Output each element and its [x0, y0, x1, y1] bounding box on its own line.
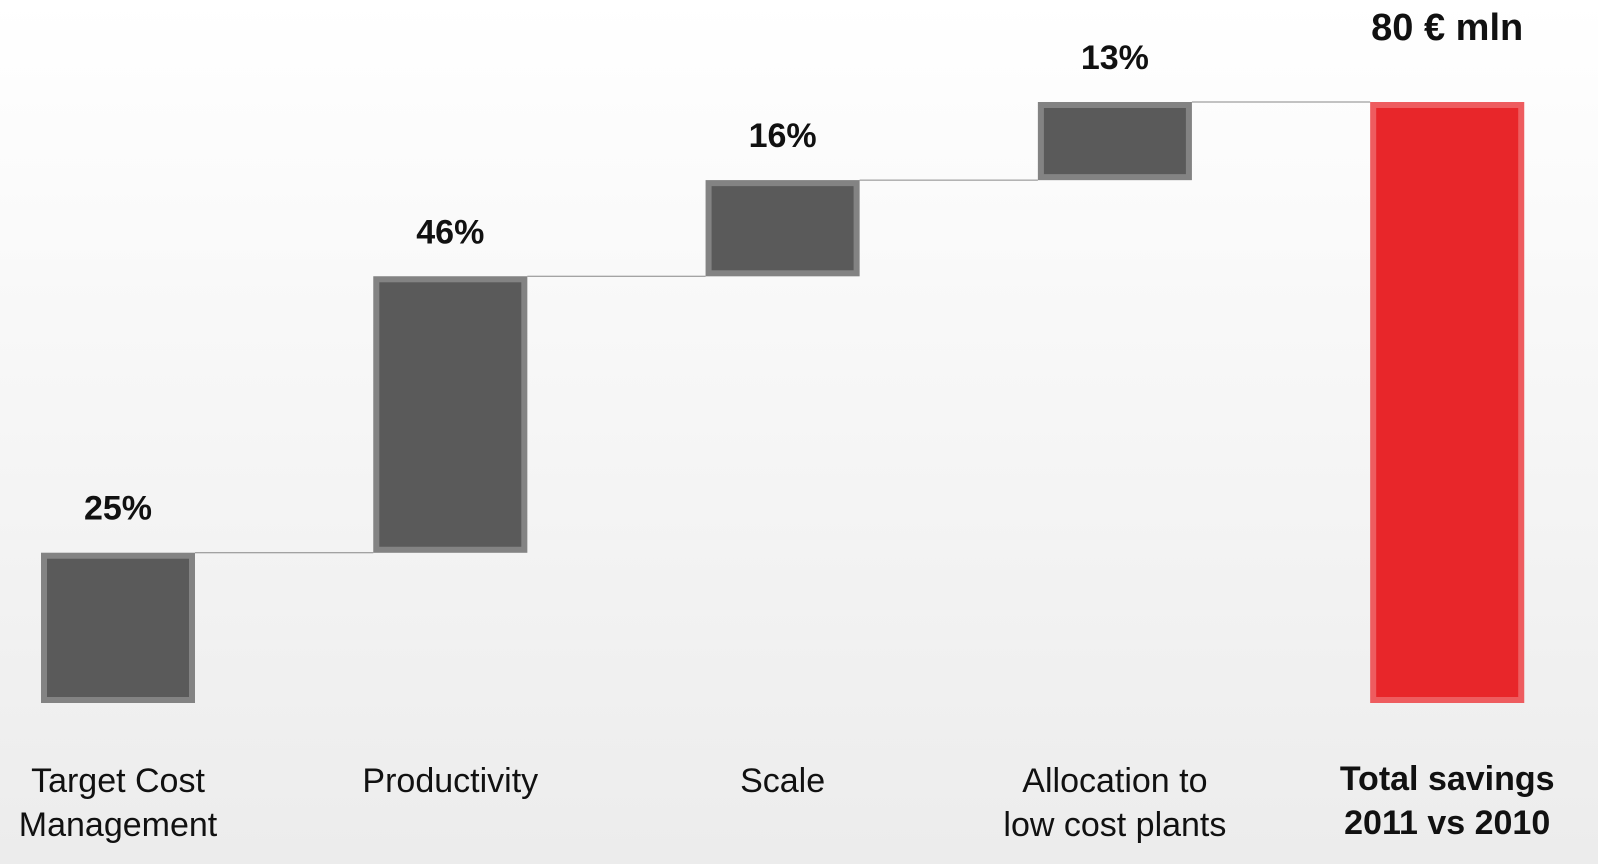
bar	[373, 276, 528, 553]
bar-bevel	[1037, 102, 1192, 181]
category-label: Allocation to	[1022, 762, 1207, 800]
bar	[41, 552, 195, 703]
value-label: 16%	[749, 117, 817, 155]
bar-bevel	[41, 552, 195, 703]
bar-bevel	[705, 180, 860, 277]
category-label: Target Cost	[31, 762, 205, 800]
value-label: 46%	[416, 213, 484, 251]
value-label: 25%	[84, 490, 152, 528]
category-label: Management	[19, 806, 218, 844]
total-category-label: Total savings	[1340, 760, 1555, 798]
bar	[705, 180, 860, 277]
category-label: Scale	[740, 762, 825, 800]
bar-bevel	[1370, 102, 1525, 703]
category-label: low cost plants	[1003, 806, 1226, 844]
total-category-label: 2011 vs 2010	[1344, 804, 1550, 842]
value-label: 13%	[1081, 39, 1149, 77]
total-label: 80 € mln	[1371, 7, 1523, 49]
category-label: Productivity	[362, 762, 538, 800]
total-bar	[1370, 102, 1525, 703]
bar	[1037, 102, 1192, 181]
bar-bevel	[373, 276, 528, 553]
